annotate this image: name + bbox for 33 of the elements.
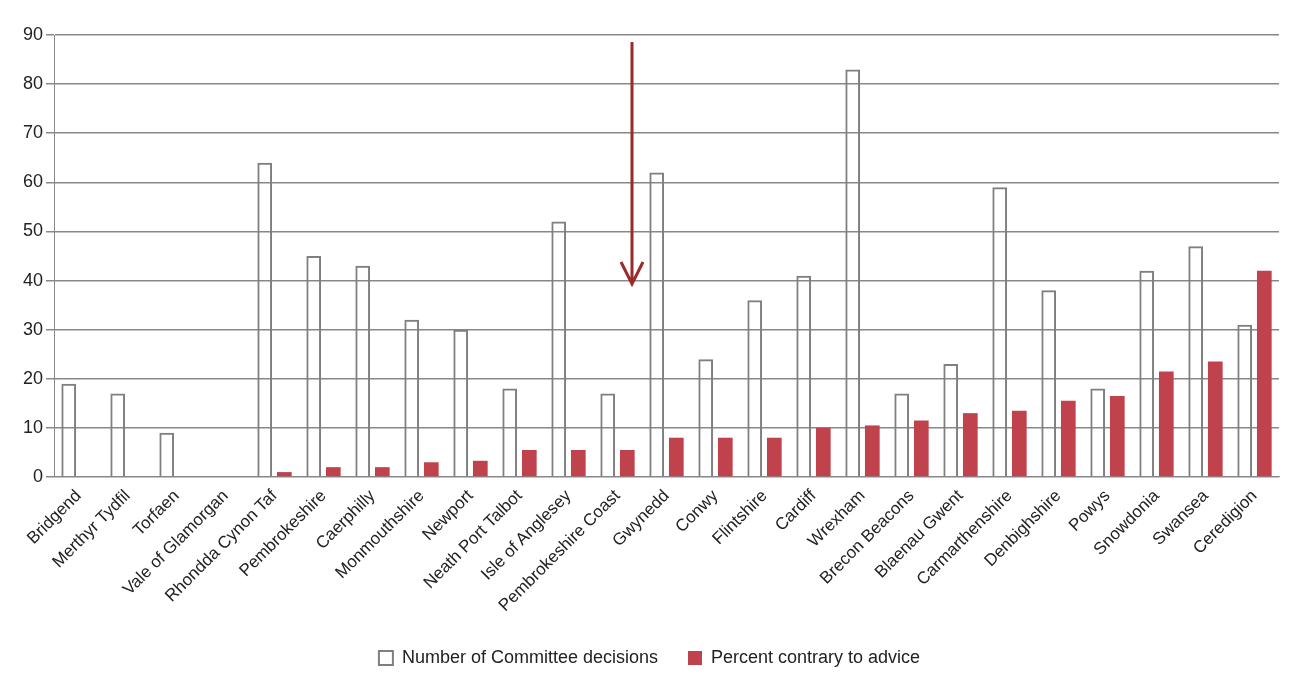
bar <box>1109 395 1125 477</box>
bar <box>1256 270 1272 477</box>
bar <box>570 449 586 477</box>
bar <box>521 449 537 477</box>
bar <box>766 437 782 477</box>
bar <box>1207 361 1223 477</box>
y-tick-label: 10 <box>22 416 44 437</box>
y-tick-label: 90 <box>22 23 44 44</box>
y-tick-label: 60 <box>22 171 44 192</box>
bar <box>472 460 488 477</box>
bar <box>913 420 929 477</box>
bar <box>423 462 439 477</box>
y-tick-label: 50 <box>22 220 44 241</box>
legend-label: Number of Committee decisions <box>401 646 659 667</box>
bar <box>1011 410 1027 477</box>
y-tick-label: 0 <box>33 465 44 486</box>
y-tick-label: 20 <box>22 367 44 388</box>
bar <box>668 437 684 477</box>
legend-label: Percent contrary to advice <box>711 646 921 667</box>
bar <box>717 437 733 477</box>
y-tick-label: 70 <box>22 122 44 143</box>
bar <box>374 467 390 477</box>
bar <box>276 472 292 477</box>
bar <box>619 449 635 477</box>
bar <box>962 413 978 477</box>
bar <box>864 425 880 477</box>
bar <box>815 427 831 477</box>
bar <box>325 467 341 477</box>
y-tick-label: 80 <box>22 73 44 94</box>
y-tick-label: 30 <box>22 318 44 339</box>
bar <box>1060 400 1076 477</box>
y-tick-label: 40 <box>22 269 44 290</box>
bar <box>1158 371 1174 477</box>
